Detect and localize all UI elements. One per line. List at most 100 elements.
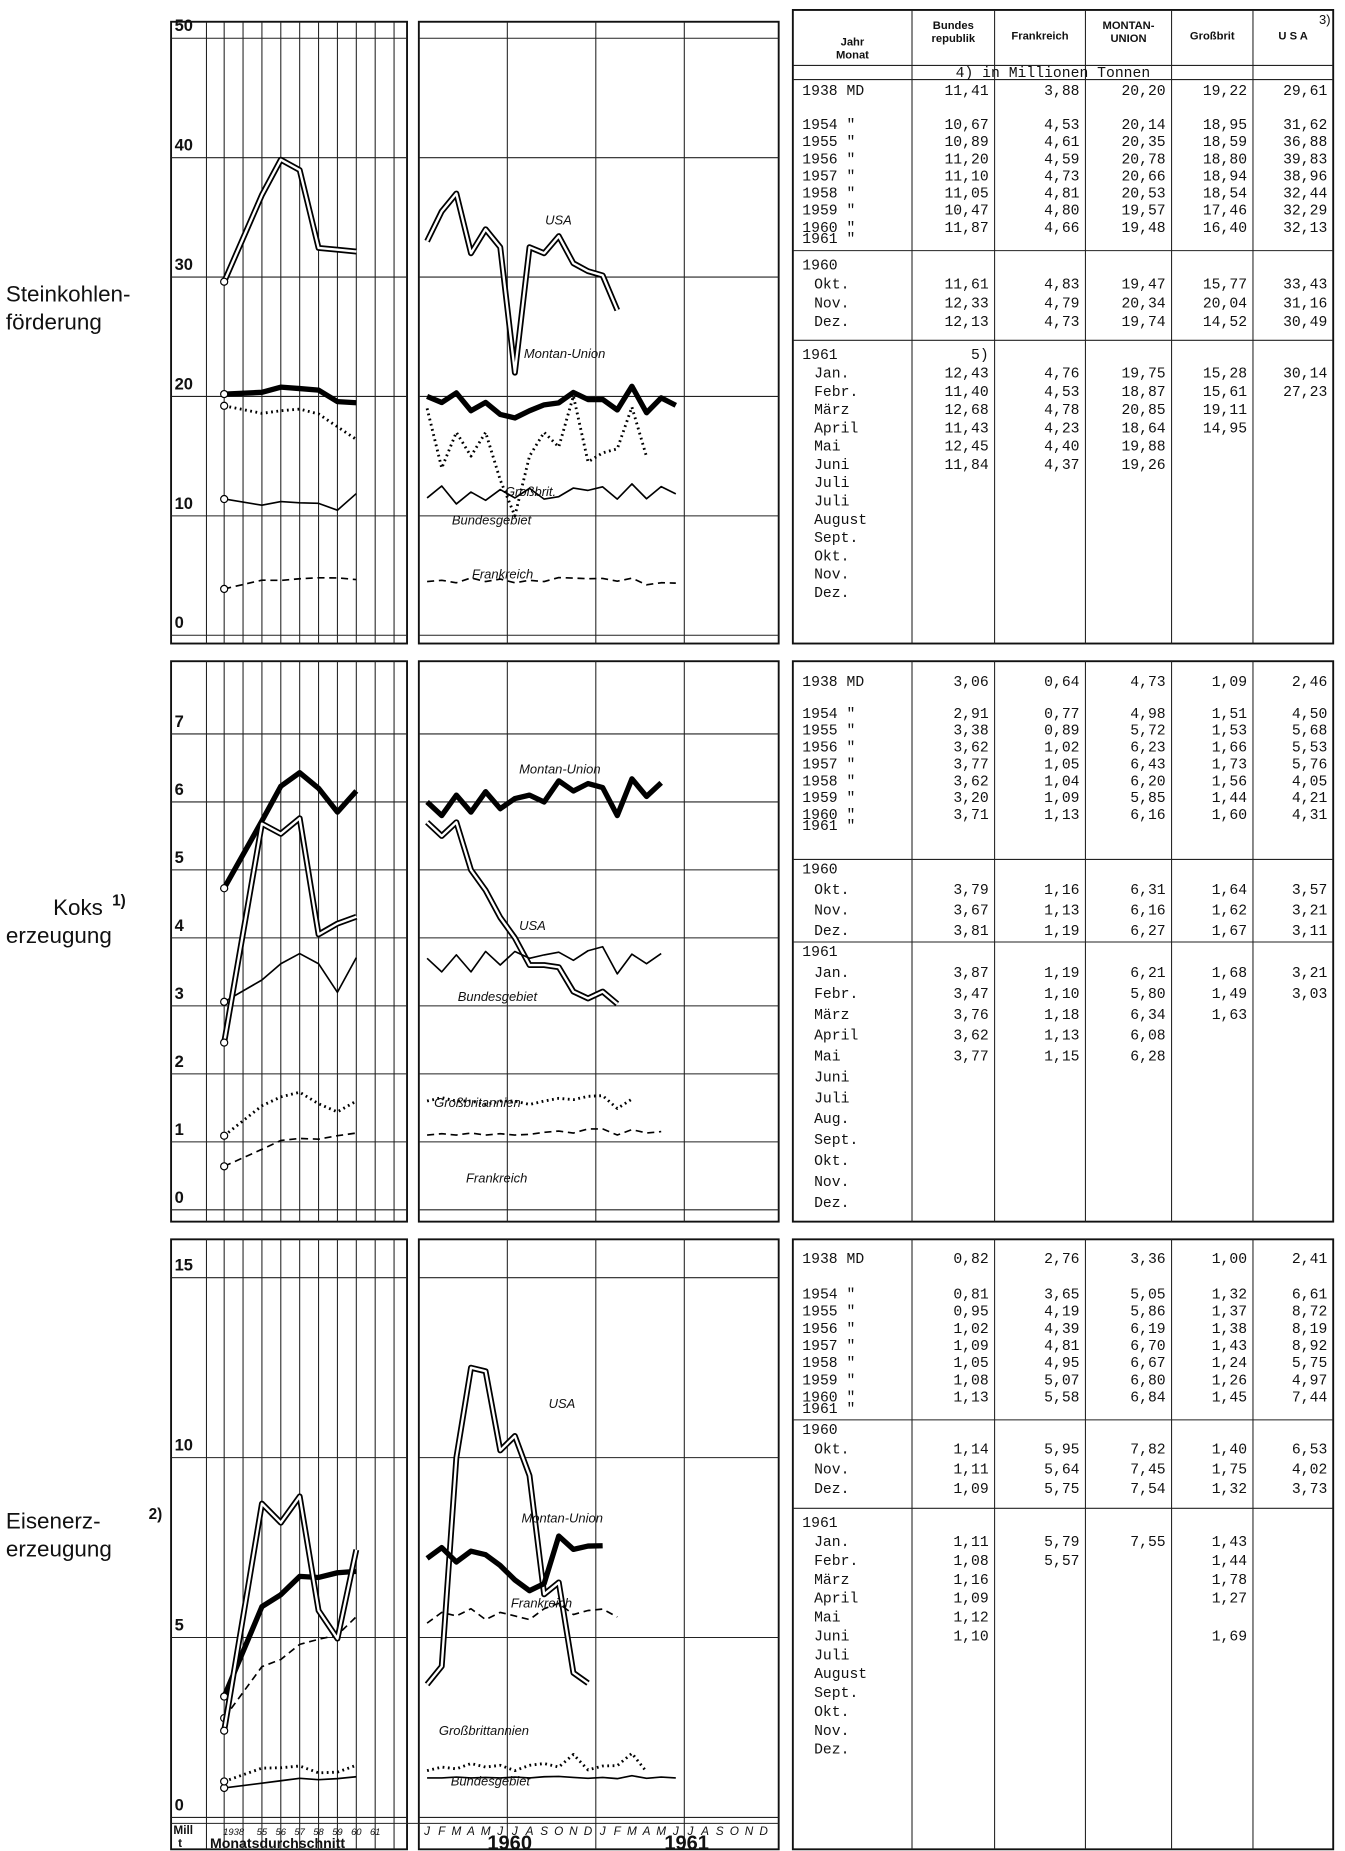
series-label: Bundesgebiet bbox=[451, 1774, 532, 1789]
table-cell: 1,32 bbox=[1212, 1482, 1247, 1498]
y-tick-label: 6 bbox=[175, 781, 184, 799]
table-cell: 1,49 bbox=[1212, 987, 1247, 1003]
table-cell: 0,64 bbox=[1044, 675, 1080, 691]
row-label: 1958 " bbox=[802, 187, 855, 203]
table-cell: 12,33 bbox=[944, 296, 988, 312]
row-label: April bbox=[814, 421, 858, 437]
row-label: Juni bbox=[814, 1070, 850, 1086]
x-tick-label: 60 bbox=[351, 1826, 362, 1837]
row-label: Sept. bbox=[814, 531, 858, 547]
table-cell: 1,56 bbox=[1212, 774, 1247, 790]
table-cell: 7,55 bbox=[1130, 1535, 1165, 1551]
series-label: Großbritannien bbox=[434, 1095, 521, 1110]
table-cell: 3,03 bbox=[1292, 987, 1327, 1003]
chart-frame bbox=[170, 660, 408, 1223]
y-tick-label: 5 bbox=[175, 849, 184, 867]
start-marker bbox=[220, 1131, 229, 1140]
table-cell: 1,40 bbox=[1212, 1443, 1247, 1459]
x-tick-label: O bbox=[730, 1825, 739, 1838]
table-cell: 6,23 bbox=[1130, 741, 1165, 757]
table-cell: 20,34 bbox=[1121, 296, 1165, 312]
table-cell: 5,86 bbox=[1130, 1305, 1165, 1321]
table-cell: 3,62 bbox=[953, 741, 988, 757]
series-line bbox=[427, 1128, 662, 1136]
table-cell: 4,80 bbox=[1044, 204, 1079, 220]
x-tick-label: D bbox=[759, 1825, 768, 1838]
table-cell: 1,51 bbox=[1212, 707, 1248, 723]
year-label: 1961 bbox=[664, 1832, 709, 1851]
x-tick-label: F bbox=[438, 1825, 446, 1838]
row-label: 1960 bbox=[802, 259, 837, 275]
table-cell: 4,95 bbox=[1044, 1356, 1079, 1372]
row-label: März bbox=[814, 403, 849, 419]
table-cell: 6,28 bbox=[1130, 1050, 1165, 1066]
line-highlight bbox=[223, 817, 357, 1043]
table-cell: 1,19 bbox=[1044, 924, 1079, 940]
row-label: Febr. bbox=[814, 385, 858, 401]
table-cell: 1,09 bbox=[953, 1592, 988, 1608]
unit-note: 4) in Millionen Tonnen bbox=[956, 66, 1151, 82]
row-label: 1961 bbox=[802, 1516, 838, 1532]
table-cell: 1,05 bbox=[1044, 757, 1079, 773]
table-cell: 1,08 bbox=[953, 1554, 988, 1570]
series-line bbox=[426, 383, 678, 421]
table-cell: 1,62 bbox=[1212, 903, 1247, 919]
table-cell: 3,88 bbox=[1044, 84, 1079, 100]
table-cell: 3,21 bbox=[1292, 903, 1328, 919]
table-cell: 19,26 bbox=[1121, 458, 1165, 474]
axis-unit: t bbox=[178, 1837, 182, 1850]
table-cell: 5,75 bbox=[1044, 1482, 1079, 1498]
series-label: Montan-Union bbox=[521, 1510, 602, 1525]
panel-title: erzeugung bbox=[6, 1537, 112, 1562]
table-cell: 6,27 bbox=[1130, 924, 1165, 940]
table-cell: 1,08 bbox=[953, 1373, 988, 1389]
y-tick-label: 4 bbox=[175, 917, 185, 935]
table-cell: 20,53 bbox=[1121, 187, 1165, 203]
table-cell: 4,19 bbox=[1044, 1305, 1079, 1321]
table-cell: 4,39 bbox=[1044, 1322, 1079, 1338]
table-cell: 6,31 bbox=[1130, 883, 1166, 899]
x-tick-label: J bbox=[423, 1825, 430, 1838]
series-line bbox=[224, 492, 357, 512]
table-cell: 7,54 bbox=[1130, 1482, 1166, 1498]
row-label: April bbox=[814, 1592, 858, 1608]
y-tick-label: 30 bbox=[175, 256, 193, 274]
table-cell: 7,45 bbox=[1130, 1462, 1165, 1478]
row-label: Nov. bbox=[814, 903, 849, 919]
row-label: Okt. bbox=[814, 549, 849, 565]
table-cell: 19,48 bbox=[1121, 221, 1165, 237]
table-cell: 11,61 bbox=[944, 277, 988, 293]
row-label: Jan. bbox=[814, 1535, 849, 1551]
row-label: Okt. bbox=[814, 883, 849, 899]
x-tick-label: 57 bbox=[294, 1826, 305, 1837]
table-cell: 3,62 bbox=[953, 774, 988, 790]
table-cell: 1,24 bbox=[1212, 1356, 1248, 1372]
table-cell: 1,00 bbox=[1212, 1252, 1247, 1268]
column-header: Großbrit bbox=[1190, 30, 1235, 42]
table-cell: 4,81 bbox=[1044, 187, 1080, 203]
row-label: Jan. bbox=[814, 966, 849, 982]
x-tick-label: J bbox=[599, 1825, 606, 1838]
table-cell: 20,04 bbox=[1203, 296, 1247, 312]
table-cell: 4,73 bbox=[1044, 315, 1079, 331]
series-line bbox=[224, 1775, 357, 1789]
row-label: Juli bbox=[814, 476, 850, 492]
line-highlight bbox=[426, 1366, 589, 1686]
table-cell: 6,08 bbox=[1130, 1029, 1165, 1045]
table-cell: 19,57 bbox=[1121, 204, 1165, 220]
start-marker bbox=[220, 1038, 229, 1047]
series-line bbox=[221, 770, 359, 890]
table-cell: 1,18 bbox=[1044, 1008, 1079, 1024]
x-tick-label: A bbox=[700, 1825, 709, 1838]
table-cell: 4,97 bbox=[1292, 1373, 1327, 1389]
table-cell: 18,54 bbox=[1203, 187, 1247, 203]
row-label: 1961 " bbox=[802, 819, 855, 835]
table-cell: 11,41 bbox=[944, 84, 988, 100]
start-marker bbox=[220, 401, 229, 410]
table-cell: 10,67 bbox=[944, 118, 988, 134]
series-line bbox=[425, 776, 663, 819]
series-line bbox=[221, 1568, 357, 1698]
x-tick-label: 61 bbox=[370, 1826, 380, 1837]
table-cell: 1,32 bbox=[1212, 1287, 1247, 1303]
